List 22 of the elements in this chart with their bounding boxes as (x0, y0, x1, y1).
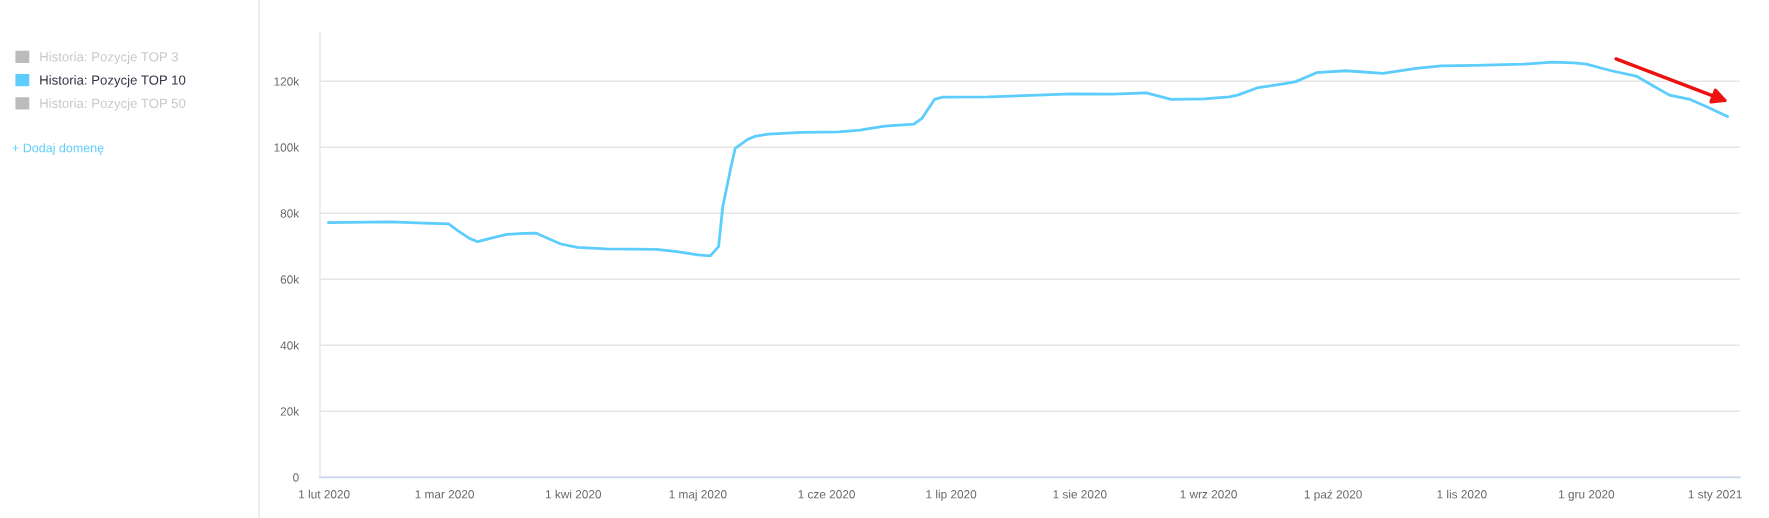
x-tick-label: 1 kwi 2020 (545, 489, 602, 499)
y-tick-label: 40k (280, 341, 300, 350)
y-tick-label: 80k (280, 209, 300, 218)
x-tick-label: 1 lip 2020 (926, 489, 977, 501)
x-tick-label: 1 paź 2020 (1304, 489, 1362, 501)
y-tick-label: 120k (274, 77, 300, 86)
y-tick-label: 60k (280, 275, 300, 284)
x-tick-label: 1 cze 2020 (798, 490, 855, 499)
line-series (326, 60, 1729, 258)
x-tick-label: 1 sie 2020 (1053, 489, 1107, 499)
x-tick-label: 1 maj 2020 (669, 489, 727, 501)
legend-label: Historia: Pozycje TOP 10 (40, 75, 186, 88)
y-tick-label: 100k (274, 143, 300, 152)
x-tick-label: 1 wrz 2020 (1180, 490, 1237, 499)
x-tick-label: 1 lut 2020 (299, 489, 350, 499)
y-tick-label: 20k (280, 407, 300, 416)
y-tick-label: 0 (293, 473, 299, 482)
x-tick-label: 1 gru 2020 (1559, 490, 1615, 501)
x-tick-label: 1 sty 2021 (1688, 490, 1742, 501)
x-tick-label: 1 mar 2020 (415, 490, 474, 499)
text: + Dodaj domenę (12, 143, 104, 155)
x-tick-label: 1 lis 2020 (1437, 489, 1487, 499)
